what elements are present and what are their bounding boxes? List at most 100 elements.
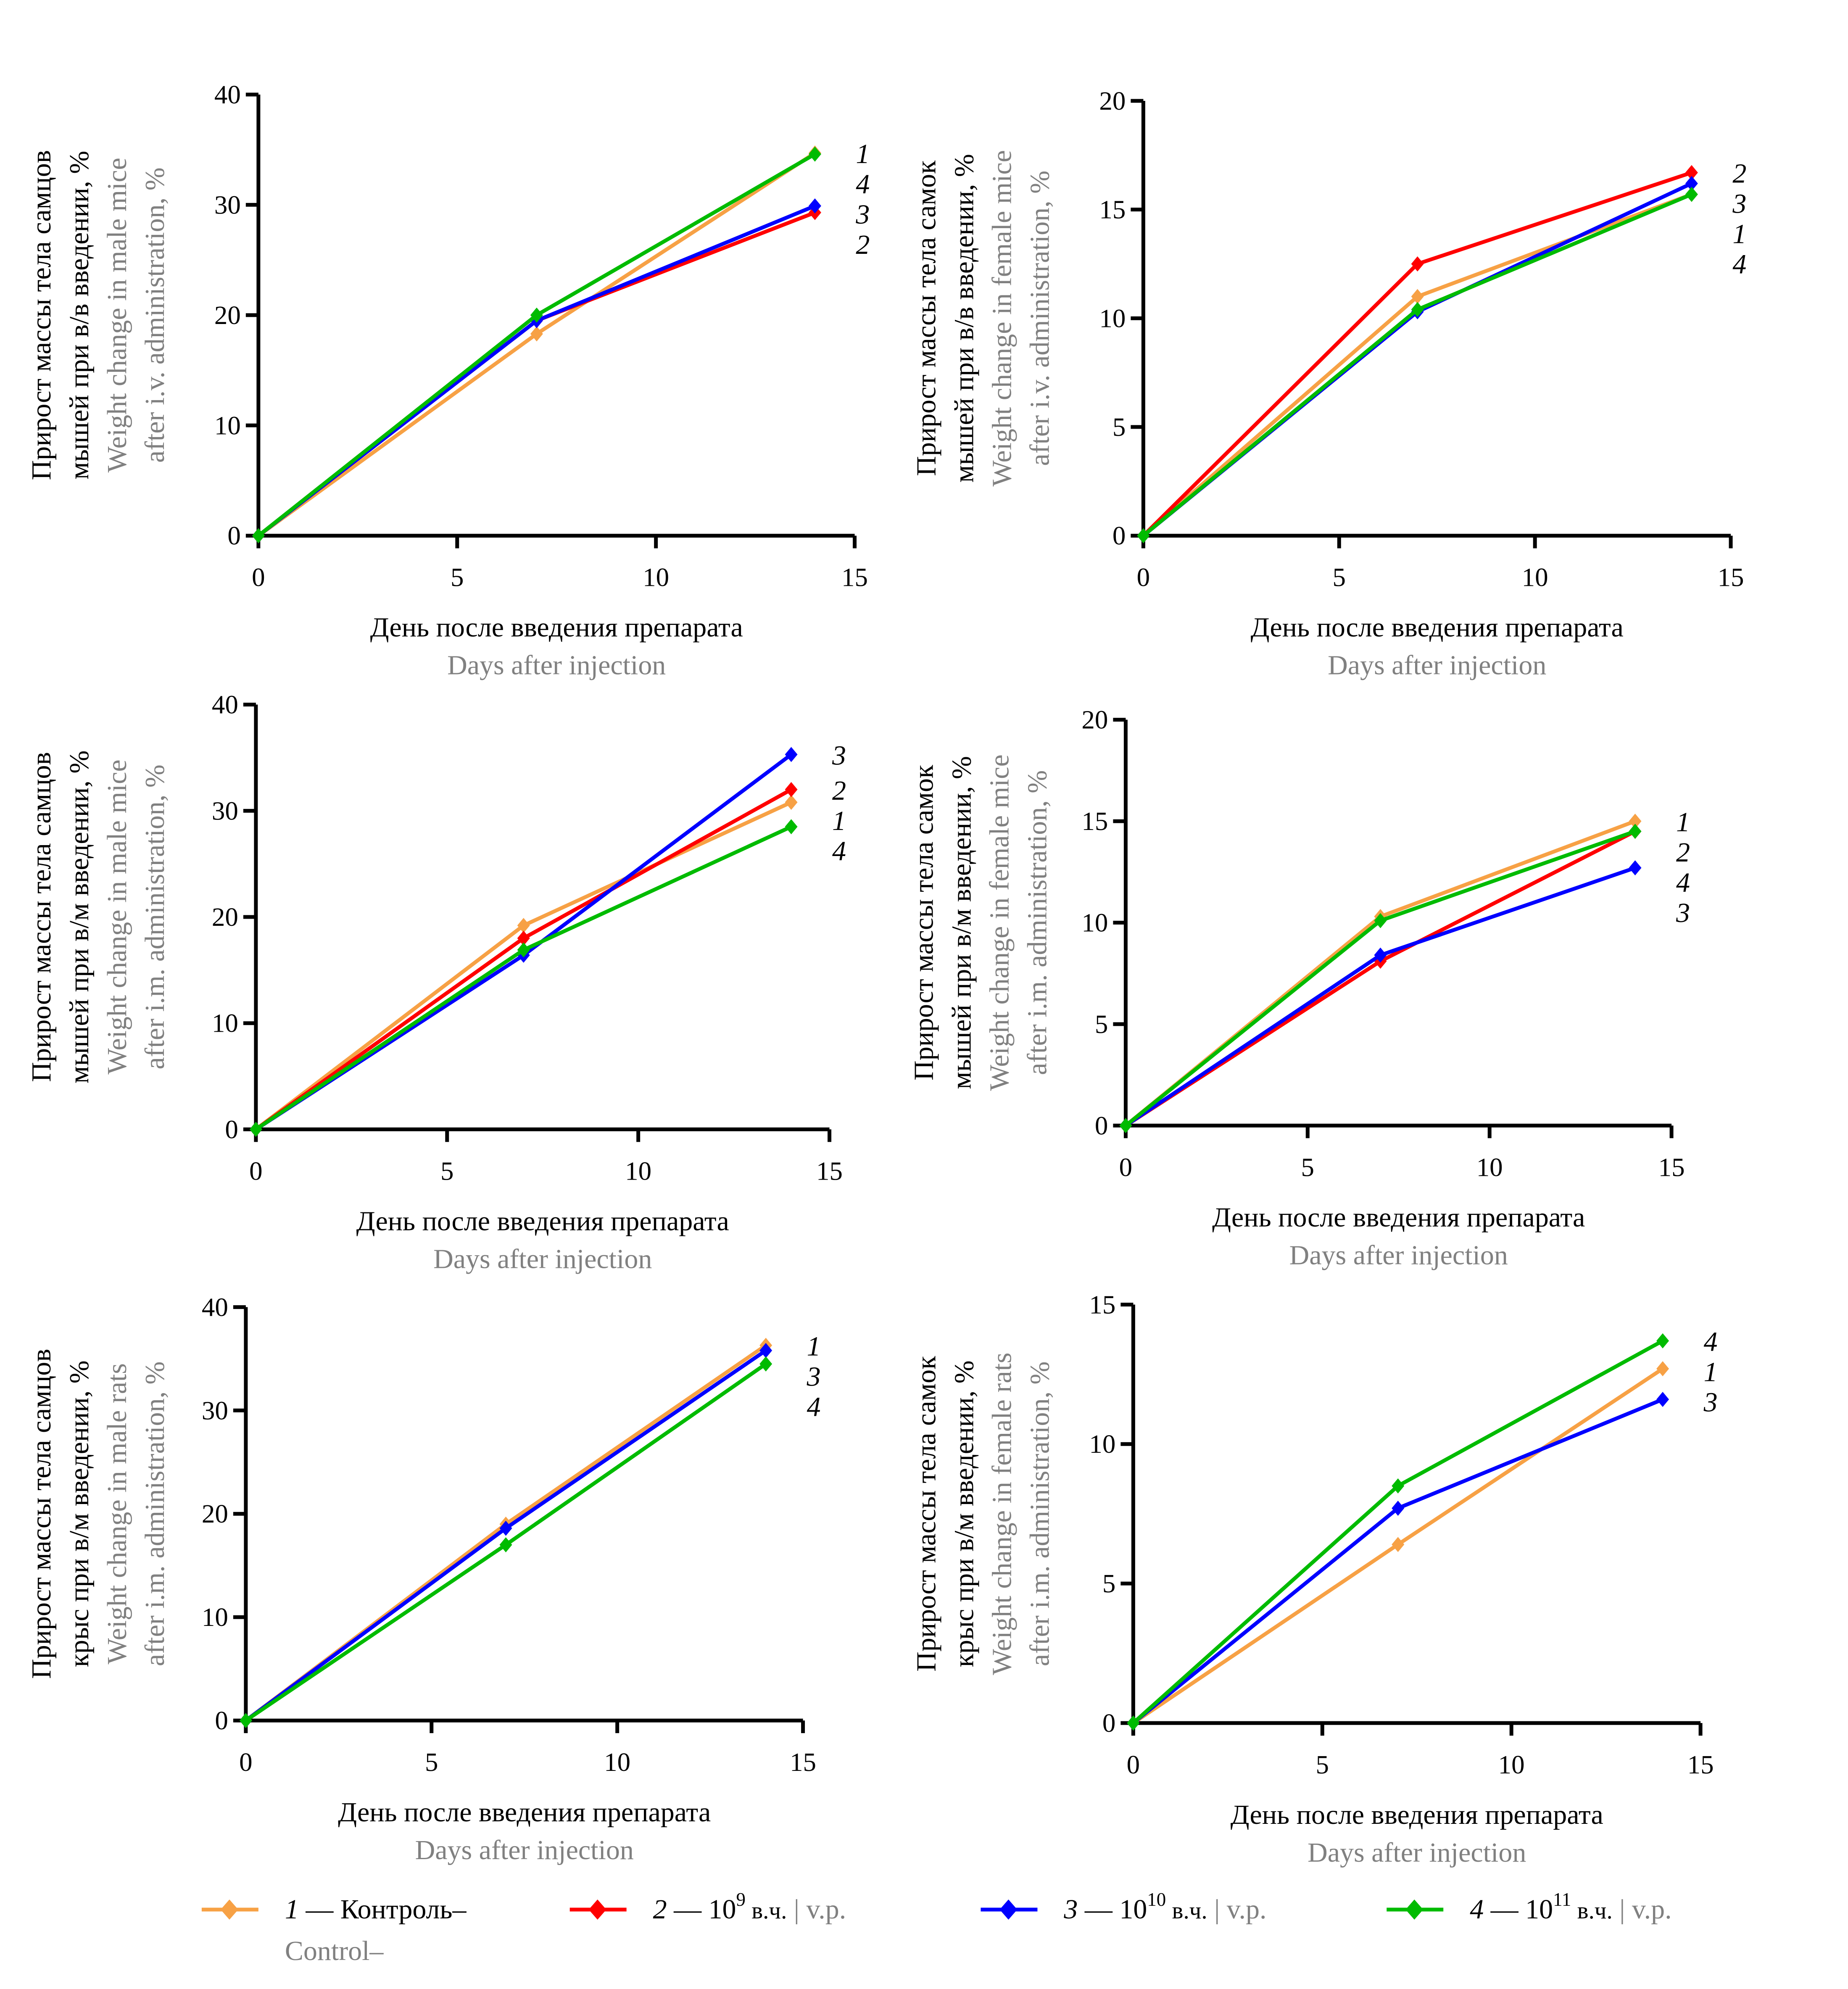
series-2 [252, 205, 821, 543]
y-tick-label: 20 [214, 300, 241, 330]
data-point [785, 782, 798, 797]
series-label: 3 [855, 199, 870, 230]
y-axis-label-en: after i.v. administration, % [1024, 171, 1055, 466]
x-tick-label: 5 [451, 563, 464, 592]
series-label: 4 [1676, 867, 1690, 898]
data-point [759, 1356, 772, 1372]
y-axis-label-ru: крыс при в/м введении, % [949, 1360, 979, 1667]
y-axis-label-en: after i.m. administration, % [1024, 1361, 1055, 1666]
series-4 [1119, 824, 1642, 1133]
series-line [1124, 866, 1636, 1128]
series-1 [1119, 814, 1642, 1133]
y-axis-label-ru: мышей при в/м введении, % [64, 751, 95, 1084]
x-tick-label: 0 [249, 1156, 262, 1185]
series-line [255, 801, 792, 1131]
data-point [499, 1537, 512, 1552]
data-point [1392, 1537, 1405, 1552]
series-line [1124, 830, 1636, 1128]
series-line [1124, 819, 1636, 1127]
legend-label: 4 — 1011 в.ч. | v.p. [1470, 1889, 1671, 1925]
data-point [785, 795, 798, 810]
data-point [1685, 176, 1698, 191]
legend-diamond-icon [220, 1899, 238, 1920]
y-tick-label: 20 [1081, 705, 1108, 735]
series-line [1142, 192, 1692, 537]
series-label: 2 [832, 775, 846, 806]
data-point [1685, 187, 1698, 202]
y-tick-label: 30 [214, 190, 241, 219]
x-tick-label: 0 [1137, 563, 1150, 592]
series-4 [249, 819, 798, 1137]
y-tick-label: 5 [1102, 1569, 1115, 1598]
series-3 [1127, 1392, 1669, 1731]
series-label: 3 [1732, 189, 1746, 219]
y-axis-label-en: Weight change in female mice [986, 150, 1017, 487]
y-tick-label: 0 [1102, 1708, 1115, 1738]
series-label: 1 [807, 1331, 821, 1362]
y-tick-label: 10 [1099, 303, 1126, 333]
y-axis-label-ru: Прирост массы тела самок [911, 160, 941, 476]
x-tick-label: 10 [1522, 563, 1548, 592]
series-line [1142, 192, 1692, 537]
y-axis-label-ru: Прирост массы тела самцов [26, 1349, 57, 1678]
series-label: 4 [832, 836, 846, 867]
series-4 [1137, 187, 1698, 543]
x-axis-label-ru: День после введения препарата [338, 1797, 711, 1828]
y-axis-label-en: after i.m. administration, % [140, 1361, 170, 1666]
y-tick-label: 15 [1099, 195, 1126, 224]
data-point [1374, 947, 1387, 963]
x-axis-label-en: Days after injection [415, 1835, 634, 1865]
y-tick-label: 0 [1095, 1111, 1108, 1140]
y-tick-label: 10 [1081, 908, 1108, 938]
data-point [517, 942, 530, 958]
y-tick-label: 15 [1081, 806, 1108, 836]
series-4 [239, 1356, 772, 1728]
data-point [1392, 1478, 1405, 1494]
x-axis-label-en: Days after injection [1308, 1837, 1526, 1868]
series-label: 3 [807, 1361, 821, 1392]
series-label: 2 [1676, 837, 1690, 868]
series-line [1132, 1397, 1663, 1725]
y-tick-label: 5 [1112, 412, 1126, 442]
x-axis-label-en: Days after injection [1289, 1240, 1508, 1270]
data-point [252, 528, 265, 543]
chart-panel-5: 0 10 20 30 40 0 5 10 15 День после введения препа… [26, 1292, 821, 1865]
data-point [1411, 302, 1424, 317]
x-axis-label-en: Days after injection [447, 650, 666, 681]
data-point [1685, 165, 1698, 180]
series-1 [252, 145, 821, 543]
y-tick-label: 20 [202, 1499, 228, 1528]
series-label: 3 [1703, 1387, 1718, 1418]
y-axis-label-en: after i.m. administration, % [140, 764, 170, 1069]
x-tick-label: 5 [425, 1747, 438, 1777]
series-line [257, 151, 816, 537]
x-tick-label: 10 [625, 1156, 651, 1185]
data-point [785, 819, 798, 835]
series-label: 4 [1704, 1327, 1718, 1357]
legend-diamond-icon [588, 1899, 606, 1920]
data-point [239, 1713, 252, 1728]
x-tick-label: 15 [1687, 1750, 1714, 1779]
series-3 [252, 198, 821, 543]
y-tick-label: 40 [202, 1292, 228, 1322]
x-tick-label: 5 [1301, 1152, 1314, 1182]
chart-panel-2: 0 5 10 15 20 0 5 10 15 День после введения препар… [911, 86, 1746, 681]
x-tick-label: 5 [440, 1156, 453, 1185]
series-label: 1 [856, 139, 870, 169]
y-tick-label: 10 [1089, 1429, 1115, 1459]
series-1 [1137, 187, 1698, 543]
x-tick-label: 10 [643, 563, 669, 592]
y-tick-label: 15 [1089, 1290, 1115, 1319]
chart-panel-1: 0 10 20 30 40 0 5 10 15 День после введения препа… [26, 80, 870, 681]
series-line [1124, 829, 1636, 1127]
series-line [255, 825, 792, 1131]
y-tick-label: 0 [227, 521, 240, 551]
y-tick-label: 0 [225, 1114, 238, 1144]
x-tick-label: 5 [1316, 1750, 1329, 1779]
y-axis-label-en: after i.v. administration, % [140, 167, 170, 463]
x-tick-label: 15 [816, 1156, 843, 1185]
series-label: 2 [1732, 158, 1746, 189]
series-label: 3 [1676, 898, 1690, 928]
legend-item-2: 2 — 109 в.ч. | v.p. [569, 1889, 846, 1925]
